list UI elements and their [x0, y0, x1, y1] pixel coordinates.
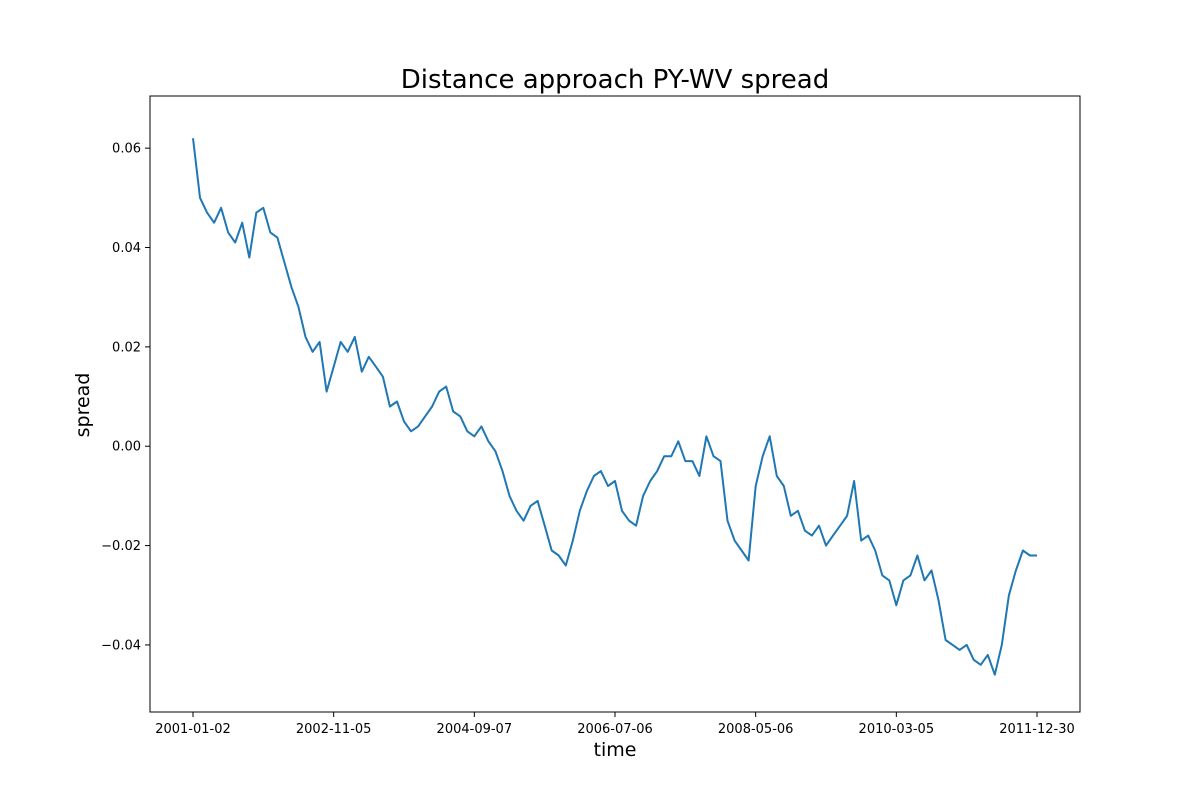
- x-tick-label: 2011-12-30: [999, 722, 1075, 737]
- y-tick-label: 0.04: [112, 241, 141, 256]
- y-tick-label: 0.02: [112, 340, 141, 355]
- y-tick-label: 0.06: [112, 142, 141, 157]
- series-layer: [192, 138, 1037, 676]
- y-axis-title: spread: [72, 373, 94, 438]
- x-tick-label: 2008-05-06: [718, 722, 794, 737]
- series-line-0: [192, 138, 1037, 676]
- y-axis-ticks: −0.04 −0.02 0.00 0.02 0.04 0.06: [101, 142, 150, 653]
- x-tick-label: 2002-11-05: [296, 722, 372, 737]
- y-tick-label: 0.00: [112, 440, 141, 455]
- x-tick-label: 2010-03-05: [859, 722, 935, 737]
- x-tick-label: 2006-07-06: [577, 722, 653, 737]
- x-tick-label: 2004-09-07: [437, 722, 513, 737]
- y-tick-label: −0.04: [101, 638, 141, 653]
- x-axis-title: time: [594, 739, 637, 761]
- chart-title: Distance approach PY-WV spread: [401, 65, 829, 95]
- y-tick-label: −0.02: [101, 539, 141, 554]
- x-tick-label: 2001-01-02: [155, 722, 231, 737]
- x-axis-ticks: 2001-01-02 2002-11-05 2004-09-07 2006-07-06…: [155, 712, 1075, 737]
